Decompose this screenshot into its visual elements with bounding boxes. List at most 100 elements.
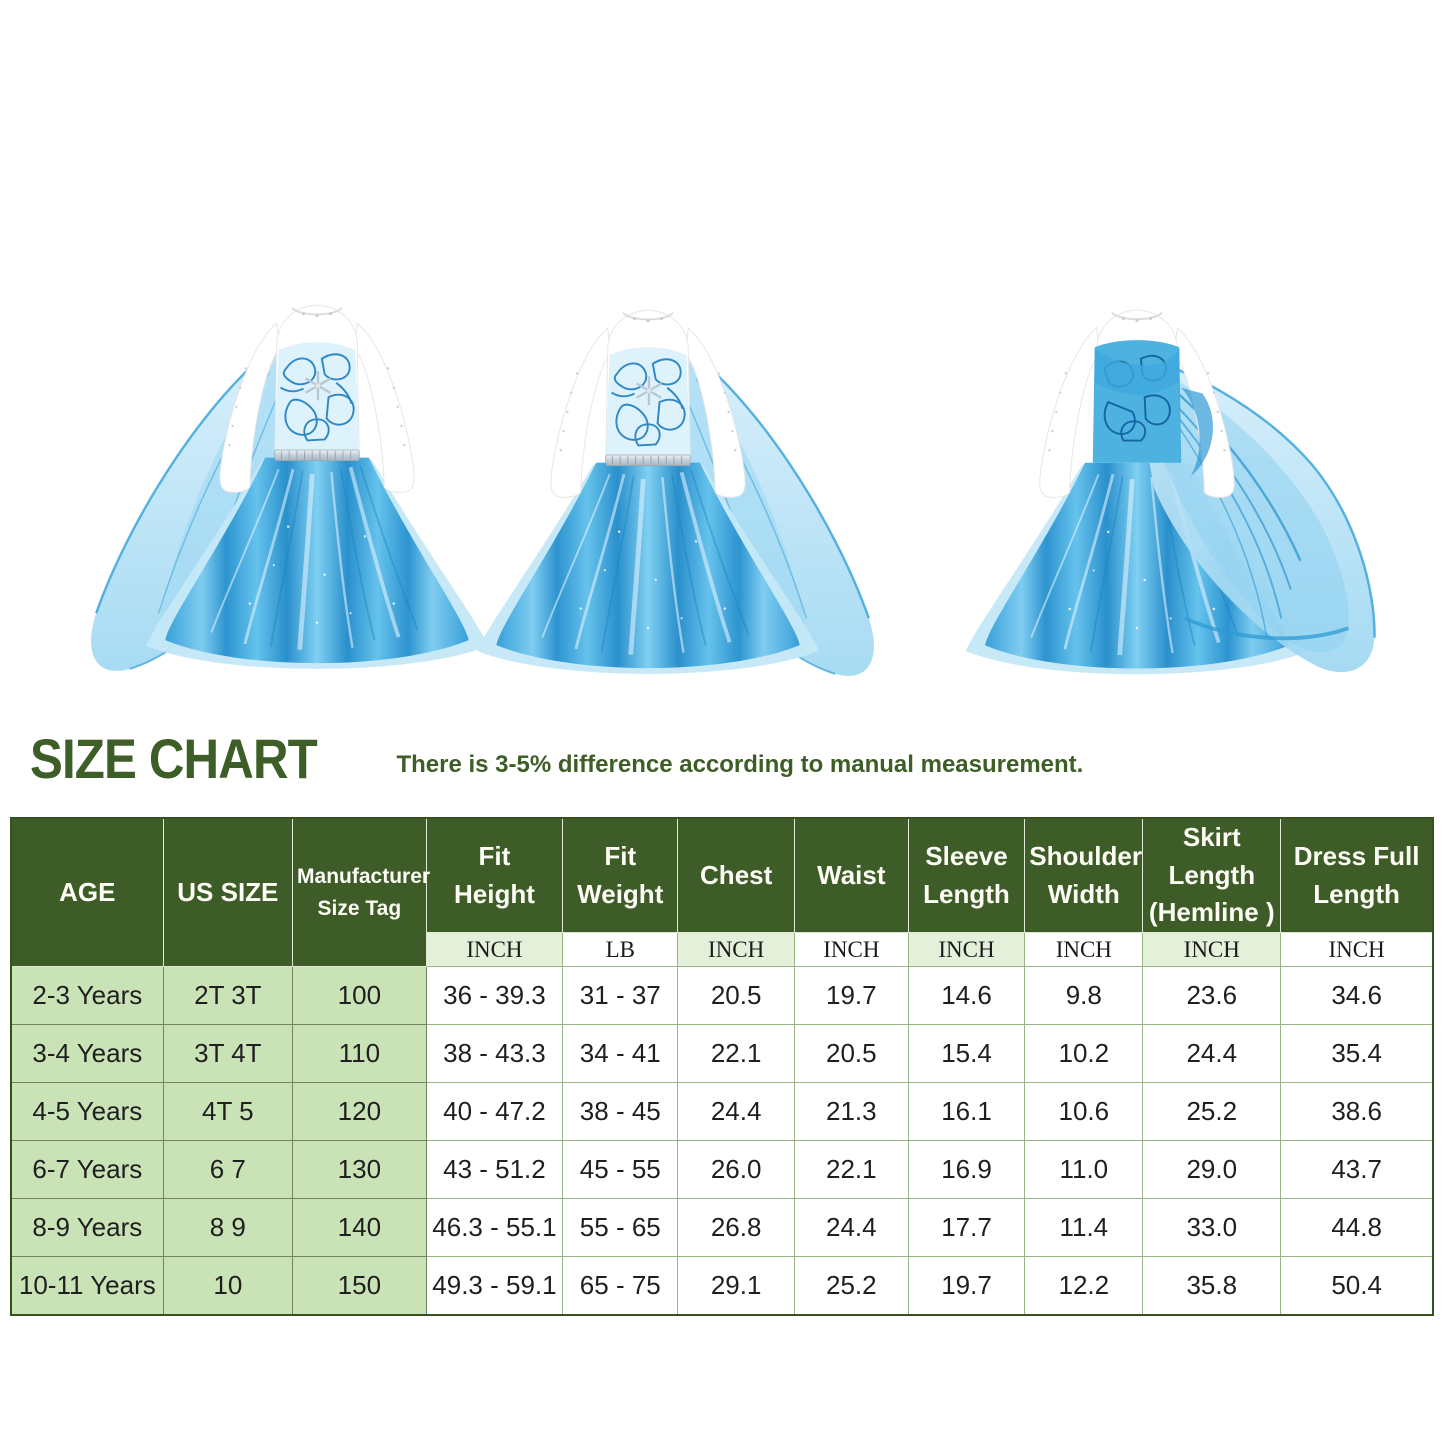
column-header-waist: Waist — [793, 817, 909, 934]
dress-front-cape-right-image — [408, 205, 888, 705]
table-cell: 25.2 — [1142, 1082, 1282, 1142]
table-cell: 33.0 — [1142, 1198, 1282, 1258]
table-cell: 49.3 - 59.1 — [425, 1256, 564, 1316]
table-cell: 4T 5 — [162, 1082, 294, 1142]
column-header-dress-full-length: Dress Full Length — [1280, 817, 1434, 934]
table-cell: 9.8 — [1024, 966, 1144, 1026]
table-cell: 50.4 — [1280, 1256, 1434, 1316]
table-cell: 19.7 — [907, 1256, 1026, 1316]
table-cell: 11.4 — [1024, 1198, 1144, 1258]
table-cell: 17.7 — [907, 1198, 1026, 1258]
table-cell: 20.5 — [793, 1024, 909, 1084]
bodice — [219, 304, 415, 493]
sequin-belt — [274, 449, 360, 461]
table-cell: 19.7 — [793, 966, 909, 1026]
table-cell: 8 9 — [162, 1198, 294, 1258]
table-cell: 55 - 65 — [562, 1198, 679, 1258]
tulle-bunch — [1181, 387, 1214, 477]
unit-cell: INCH — [1142, 932, 1282, 968]
table-cell: 34.6 — [1280, 966, 1434, 1026]
column-header-shoulder-width: Shoulder Width — [1024, 817, 1144, 934]
table-cell: 11.0 — [1024, 1140, 1144, 1200]
units-row: INCH LB INCH INCH INCH INCH INCH INCH — [11, 932, 1434, 968]
rhinestones — [559, 317, 737, 452]
table-cell: 20.5 — [677, 966, 795, 1026]
snowflake-applique — [635, 376, 663, 406]
table-row: 2-3 Years 2T 3T 100 36 - 39.3 31 - 37 20.5 19.… — [10, 966, 1434, 1026]
table-cell: 40 - 47.2 — [425, 1082, 564, 1142]
table-cell: 29.0 — [1142, 1140, 1282, 1200]
table-row: 8-9 Years 8 9 140 46.3 - 55.1 55 - 65 26.8 24.… — [10, 1198, 1434, 1258]
table-cell: 3T 4T — [162, 1024, 294, 1084]
table-cell: 2T 3T — [162, 966, 294, 1026]
column-header-fit-weight: Fit Weight — [562, 817, 679, 934]
snowflake-applique — [304, 371, 332, 401]
table-cell: 26.0 — [677, 1140, 795, 1200]
table-cell: 22.1 — [793, 1140, 909, 1200]
table-cell: 29.1 — [677, 1256, 795, 1316]
table-cell: 16.1 — [907, 1082, 1026, 1142]
table-cell: 23.6 — [1142, 966, 1282, 1026]
table-cell: 6 7 — [162, 1140, 294, 1200]
size-chart-title: SIZE CHART — [30, 727, 318, 790]
rhinestones — [228, 312, 406, 447]
unit-cell: INCH — [425, 932, 564, 968]
table-cell: 3-4 Years — [10, 1024, 164, 1084]
table-row: 4-5 Years 4T 5 120 40 - 47.2 38 - 45 24.4 21.3… — [10, 1082, 1434, 1142]
table-cell: 24.4 — [677, 1082, 795, 1142]
table-cell: 12.2 — [1024, 1256, 1144, 1316]
table-cell: 100 — [292, 966, 427, 1026]
cape-gather — [1094, 349, 1180, 395]
bodice — [1039, 309, 1235, 498]
table-cell: 24.4 — [1142, 1024, 1282, 1084]
unit-cell: INCH — [677, 932, 795, 968]
table-cell: 10.6 — [1024, 1082, 1144, 1142]
unit-cell: INCH — [907, 932, 1026, 968]
column-header-manufacturer-size-tag: Manufacturer Size Tag — [292, 817, 430, 968]
size-chart-table-body: 2-3 Years 2T 3T 100 36 - 39.3 31 - 37 20.5 19.… — [10, 966, 1434, 1316]
table-cell: 10.2 — [1024, 1024, 1144, 1084]
column-header-sleeve-length: Sleeve Length — [907, 817, 1026, 934]
table-cell: 25.2 — [793, 1256, 909, 1316]
table-cell: 6-7 Years — [10, 1140, 164, 1200]
table-cell: 34 - 41 — [562, 1024, 679, 1084]
skirt — [146, 457, 488, 669]
table-cell: 150 — [292, 1256, 427, 1316]
column-header-fit-height: Fit Height — [425, 817, 564, 934]
table-cell: 21.3 — [793, 1082, 909, 1142]
table-cell: 35.4 — [1280, 1024, 1434, 1084]
size-chart-table: AGE US SIZE Manufacturer Size Tag Fit He… — [10, 817, 1434, 1316]
table-cell: 10-11 Years — [10, 1256, 164, 1316]
size-chart-note: There is 3-5% difference according to ma… — [396, 750, 1084, 778]
table-cell: 36 - 39.3 — [425, 966, 564, 1026]
table-cell: 26.8 — [677, 1198, 795, 1258]
table-cell: 15.4 — [907, 1024, 1026, 1084]
table-cell: 130 — [292, 1140, 427, 1200]
unit-cell: INCH — [1280, 932, 1434, 968]
table-row: 10-11 Years 10 150 49.3 - 59.1 65 - 75 29.1 25… — [10, 1256, 1434, 1316]
table-row: 6-7 Years 6 7 130 43 - 51.2 45 - 55 26.0 22.1 1… — [10, 1140, 1434, 1200]
column-header-chest: Chest — [677, 817, 795, 934]
size-chart-header: SIZE CHART There is 3-5% difference acco… — [30, 726, 1410, 796]
table-cell: 31 - 37 — [562, 966, 679, 1026]
table-cell: 110 — [292, 1024, 427, 1084]
table-cell: 140 — [292, 1198, 427, 1258]
table-cell: 14.6 — [907, 966, 1026, 1026]
unit-cell: LB — [562, 932, 679, 968]
sequin-belt — [605, 454, 691, 466]
table-cell: 38 - 45 — [562, 1082, 679, 1142]
column-header-us-size: US SIZE — [162, 817, 294, 968]
table-cell: 10 — [162, 1256, 294, 1316]
floral-print — [280, 353, 355, 442]
table-cell: 35.8 — [1142, 1256, 1282, 1316]
table-cell: 43 - 51.2 — [425, 1140, 564, 1200]
skirt — [477, 462, 819, 674]
table-cell: 4-5 Years — [10, 1082, 164, 1142]
table-cell: 43.7 — [1280, 1140, 1434, 1200]
table-row: 3-4 Years 3T 4T 110 38 - 43.3 34 - 41 22.1 20.… — [10, 1024, 1434, 1084]
table-cell: 22.1 — [677, 1024, 795, 1084]
table-cell: 2-3 Years — [10, 966, 164, 1026]
dress-front-cape-left-image — [77, 200, 557, 700]
table-cell: 44.8 — [1280, 1198, 1434, 1258]
column-header-skirt-length: Skirt Length (Hemline ) — [1142, 817, 1282, 934]
